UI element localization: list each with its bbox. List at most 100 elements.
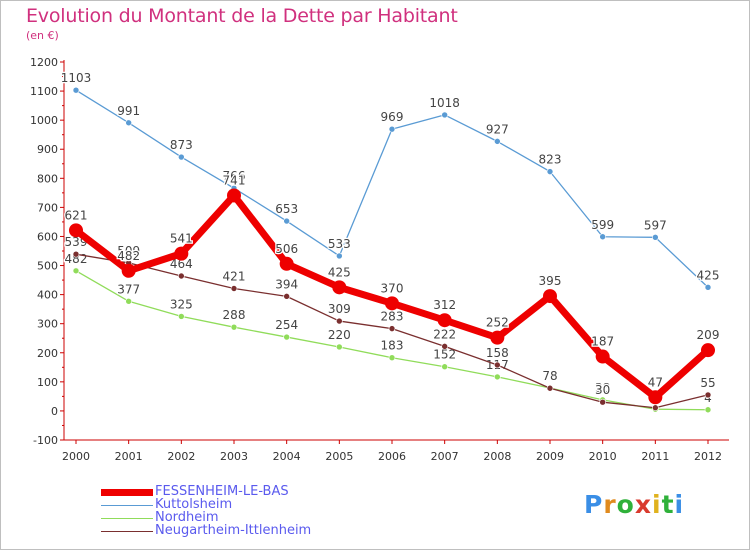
data-label: 312	[433, 298, 456, 312]
data-point	[283, 217, 290, 225]
data-label: 222	[433, 327, 456, 341]
data-point	[490, 330, 505, 345]
data-label: 653	[275, 202, 298, 216]
data-point	[494, 138, 501, 145]
data-point	[704, 406, 712, 414]
y-tick-label: 700	[37, 201, 58, 214]
data-label: 506	[275, 242, 298, 256]
data-label: 183	[381, 339, 404, 353]
data-label: 370	[381, 281, 404, 295]
y-tick-label: 600	[37, 230, 58, 243]
data-label: 158	[486, 346, 509, 360]
legend-item: FESSENHEIM-LE-BAS	[101, 484, 401, 499]
x-tick-label: 2011	[641, 450, 669, 463]
logo-letter: x	[634, 490, 652, 519]
data-label: 541	[170, 232, 193, 246]
data-point	[494, 373, 501, 381]
y-tick-label: 1100	[30, 85, 58, 98]
data-label: 79	[542, 369, 557, 383]
x-tick-label: 2005	[325, 450, 353, 463]
data-point	[72, 267, 80, 275]
x-tick-label: 2010	[589, 450, 617, 463]
data-label: 464	[170, 257, 193, 271]
data-point	[648, 390, 663, 405]
legend-label: Kuttolsheim	[155, 497, 233, 512]
data-label: 220	[328, 328, 351, 342]
data-point	[283, 293, 290, 300]
data-point	[332, 280, 347, 295]
chart-subtitle: (en €)	[26, 29, 59, 42]
data-label: 187	[591, 335, 614, 349]
legend-item: Nordheim	[101, 510, 401, 525]
x-tick-label: 2003	[220, 450, 248, 463]
y-tick-label: -100	[33, 434, 58, 447]
data-point	[441, 111, 448, 119]
y-tick-label: 1200	[30, 56, 58, 69]
data-point	[174, 246, 189, 261]
data-label: 873	[170, 138, 193, 152]
y-tick-label: 800	[37, 172, 58, 185]
data-label: 509	[117, 244, 140, 258]
data-point	[652, 404, 659, 412]
legend-label: Nordheim	[155, 510, 219, 525]
data-label: 991	[117, 104, 140, 118]
logo-letter: i	[652, 490, 662, 519]
data-label: 47	[648, 375, 663, 389]
data-point	[599, 233, 606, 241]
legend: FESSENHEIM-LE-BAS Kuttolsheim Nordheim N…	[101, 484, 401, 538]
legend-item: Kuttolsheim	[101, 497, 401, 512]
data-label: 533	[328, 237, 351, 251]
data-point	[178, 272, 185, 280]
data-point	[72, 250, 80, 258]
logo-letter: P	[584, 490, 604, 519]
data-label: 78	[542, 369, 557, 383]
data-label: 621	[65, 208, 88, 222]
data-label: 377	[117, 282, 140, 296]
data-label: 252	[486, 316, 509, 330]
data-point	[546, 168, 554, 175]
x-tick-label: 2004	[273, 450, 301, 463]
data-point	[599, 398, 606, 406]
data-label: 288	[223, 308, 246, 322]
y-tick-label: 500	[37, 260, 58, 273]
legend-label: Neugartheim-Ittlenheim	[155, 523, 312, 538]
logo-letter: t	[661, 490, 675, 519]
data-point	[336, 252, 343, 260]
data-label: 741	[223, 173, 246, 187]
data-point	[388, 354, 396, 362]
data-label: 283	[381, 310, 404, 324]
data-point	[441, 343, 448, 350]
logo-letter: i	[674, 490, 685, 519]
x-tick-label: 2008	[483, 450, 511, 463]
data-label: 325	[170, 297, 193, 311]
data-point	[543, 289, 557, 304]
data-label: 1018	[429, 96, 460, 110]
data-point	[546, 384, 554, 392]
data-label: 38	[595, 381, 610, 395]
data-label: 599	[591, 218, 614, 232]
data-label: 421	[223, 270, 246, 284]
data-point	[388, 125, 396, 133]
data-label: 309	[328, 302, 351, 316]
y-tick-label: 300	[37, 318, 58, 331]
legend-swatch	[101, 505, 153, 506]
legend-item: Neugartheim-Ittlenheim	[101, 523, 401, 538]
y-tick-label: 200	[37, 347, 58, 360]
data-point	[283, 333, 290, 341]
data-label: 152	[433, 348, 456, 362]
data-point	[279, 256, 294, 271]
data-point	[178, 153, 185, 161]
y-tick-label: 400	[37, 289, 58, 302]
data-point	[704, 284, 712, 291]
data-point	[230, 323, 238, 331]
data-label: 394	[275, 277, 298, 291]
data-point	[336, 343, 343, 351]
data-label: 55	[700, 376, 715, 390]
data-label: 209	[697, 328, 720, 342]
data-label: 425	[697, 268, 720, 282]
y-tick-label: 900	[37, 143, 58, 156]
data-label: 969	[381, 110, 404, 124]
data-label: 482	[117, 249, 140, 263]
